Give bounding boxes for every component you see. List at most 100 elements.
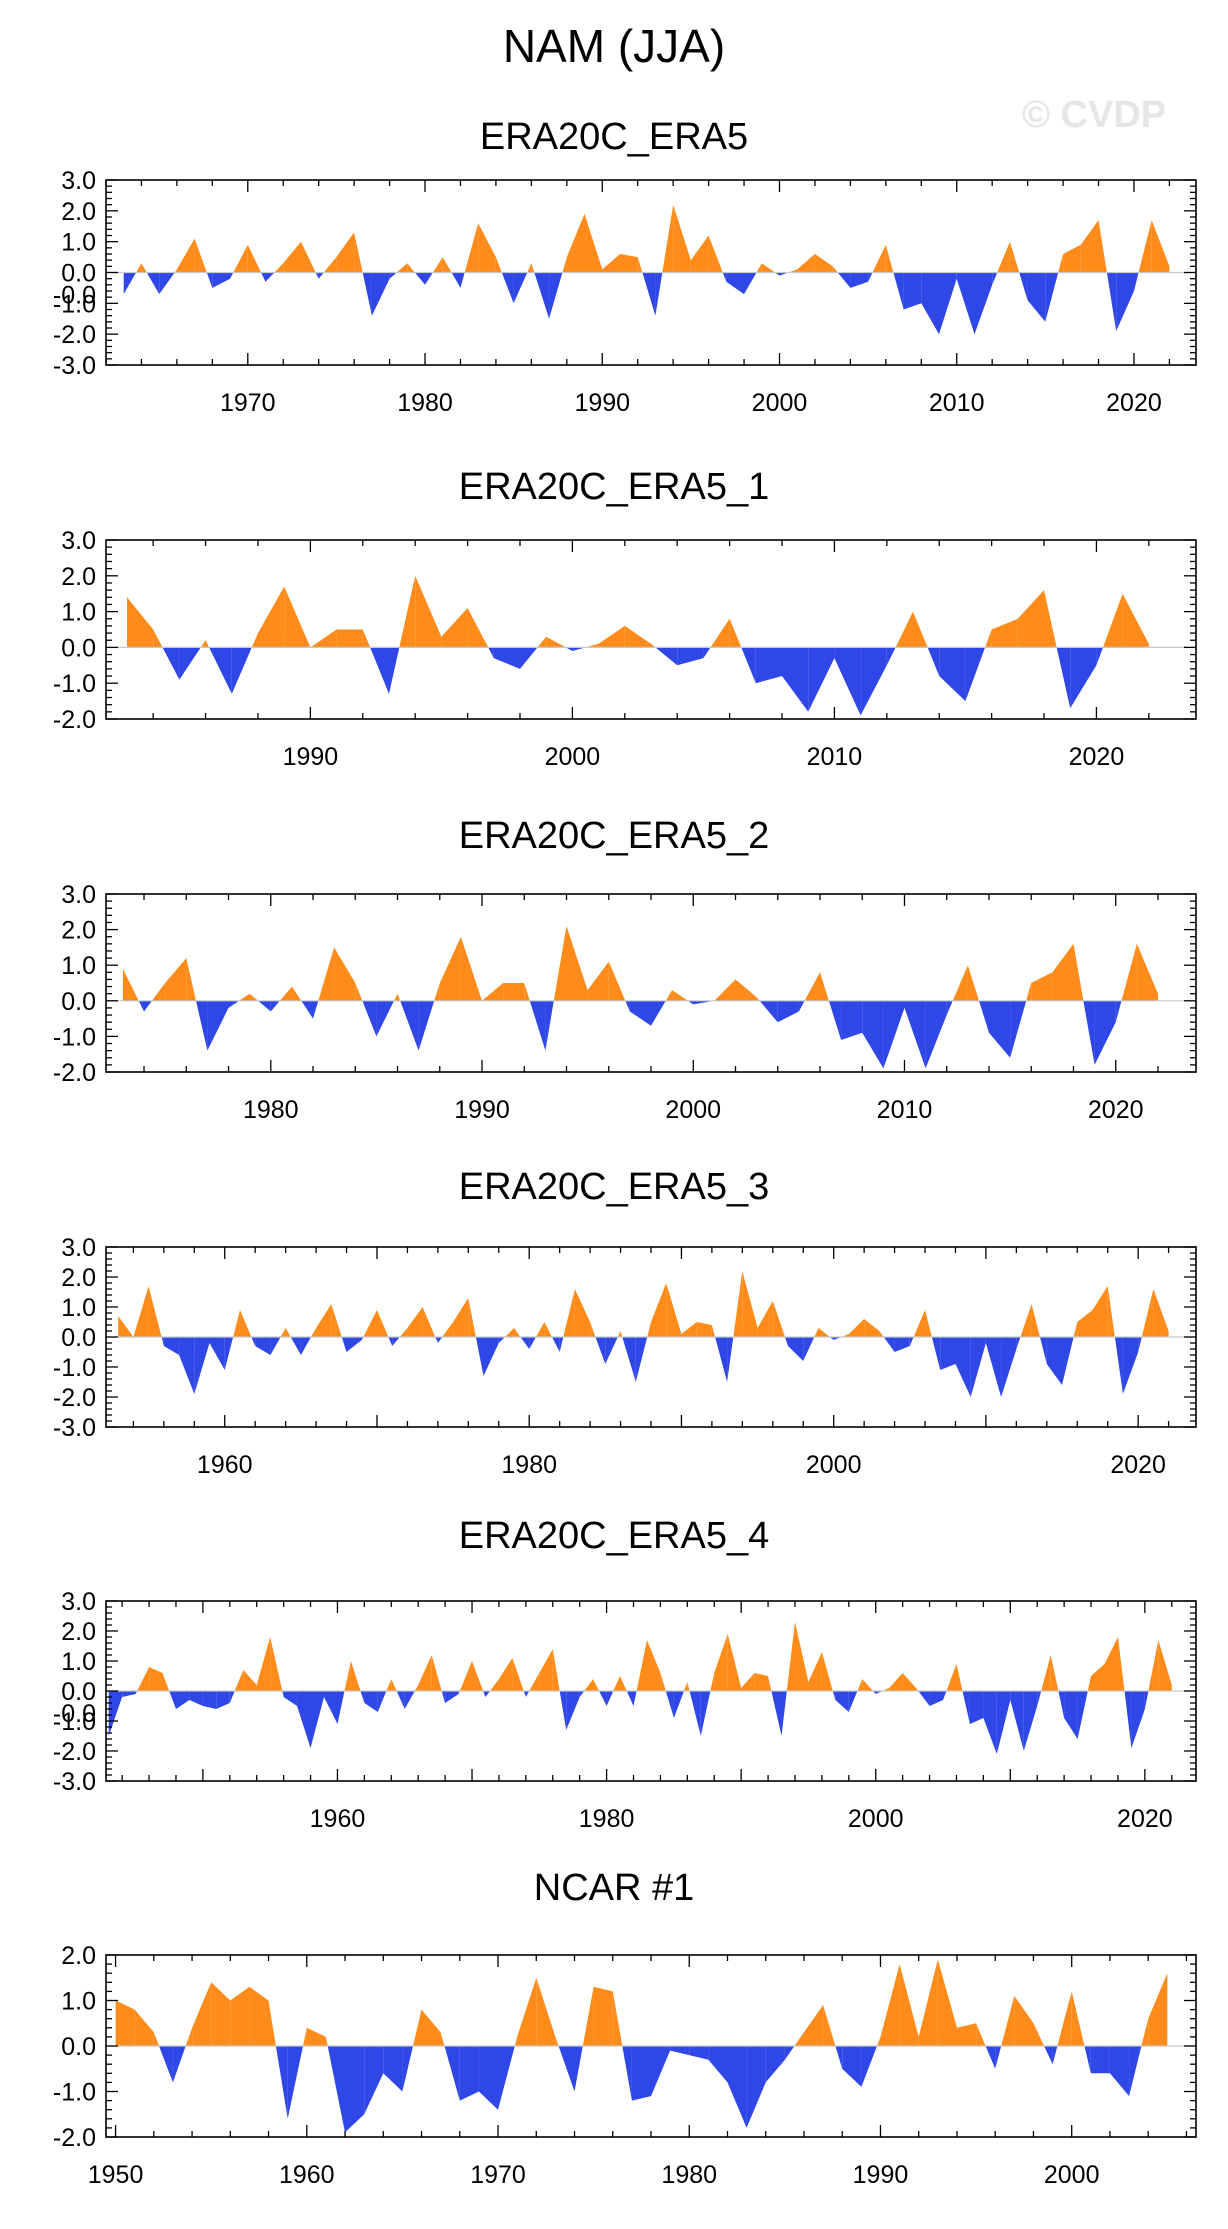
area-segment-1952 <box>159 2046 173 2083</box>
area-segment-1993 <box>389 647 400 694</box>
area-segment-2009 <box>883 1000 905 1069</box>
area-segment-1973 <box>422 1307 436 1337</box>
panel-title-ncar-1: NCAR #1 <box>533 1867 695 1909</box>
area-segment-2003 <box>918 1691 930 1706</box>
area-segment-1975 <box>539 1649 553 1691</box>
area-segment-2001 <box>889 1673 903 1691</box>
area-segment-1970 <box>514 2036 518 2046</box>
area-segment-1956 <box>163 1337 180 1355</box>
area-segment-1989 <box>460 936 482 1001</box>
x-tick-label: 1990 <box>454 1096 510 1124</box>
area-segment-2017 <box>1017 590 1044 648</box>
area-segment-1959 <box>287 2046 303 2119</box>
panel-title-era20c-era5-4: ERA20C_ERA5_4 <box>458 1515 770 1557</box>
area-segment-2009 <box>970 1337 986 1397</box>
area-segment-1967 <box>341 1337 347 1352</box>
area-segment-1985 <box>605 1337 618 1364</box>
y-tick-label: 2.0 <box>61 917 96 945</box>
area-segment-2015 <box>1073 1322 1078 1337</box>
area-segment-2013 <box>1040 1337 1047 1364</box>
x-tick-label: 1980 <box>501 1451 557 1479</box>
area-segment-1980 <box>689 2046 709 2060</box>
area-segment-2000 <box>693 1000 715 1005</box>
area-segment-1978 <box>498 1337 505 1343</box>
chart-panel-0: 3.0 2.0 1.0 0.0-0.0-1.0 -2.0 -3.0 1970 1980 1990… <box>53 167 1197 417</box>
area-segment-2003 <box>837 272 851 288</box>
y-tick-label: 1.0 <box>61 599 96 627</box>
area-segment-1986 <box>534 272 550 319</box>
area-segment-1985 <box>784 2046 795 2060</box>
area-segment-1969 <box>233 244 248 273</box>
area-segment-1985 <box>527 263 532 273</box>
area-segment-1999 <box>862 1679 873 1691</box>
x-tick-label: 2000 <box>1044 2161 1100 2189</box>
area-segment-2002 <box>902 1673 917 1691</box>
area-segment-2016 <box>991 618 1018 648</box>
area-segment-1973 <box>301 241 316 273</box>
area-segment-1991 <box>754 1673 769 1691</box>
area-segment-2014 <box>939 647 966 702</box>
area-segment-1993 <box>733 1271 743 1337</box>
area-segment-2018 <box>1114 1337 1123 1394</box>
area-segment-2000 <box>1071 1991 1085 2046</box>
area-segment-2003 <box>883 1337 895 1352</box>
area-segment-1984 <box>590 1322 596 1337</box>
area-segment-1976 <box>552 1649 560 1691</box>
area-segment-2015 <box>1087 1676 1091 1691</box>
y-tick-label: -2.0 <box>53 2124 96 2152</box>
area-segment-2013 <box>1009 241 1020 273</box>
area-segment-2006 <box>893 272 904 310</box>
area-segment-1988 <box>842 2046 862 2087</box>
area-segment-2004 <box>929 1691 943 1706</box>
y-tick-label: 3.0 <box>61 1588 96 1616</box>
area-segment-2008 <box>782 647 809 712</box>
area-segment-2006 <box>741 647 756 684</box>
area-segment-1970 <box>472 1661 484 1691</box>
area-segment-1985 <box>513 272 528 304</box>
area-segment-1971 <box>399 1328 408 1337</box>
area-segment-1999 <box>565 647 573 651</box>
area-segment-1980 <box>529 1337 536 1349</box>
area-segment-2005 <box>868 272 873 282</box>
area-segment-1986 <box>804 2005 824 2046</box>
area-segment-1978 <box>504 1328 514 1337</box>
x-tick-label: 1990 <box>283 743 339 771</box>
area-segment-1988 <box>439 936 461 1001</box>
area-segment-1964 <box>391 1679 397 1691</box>
area-segment-2010 <box>834 647 861 716</box>
area-segment-1971 <box>485 1691 490 1697</box>
area-segment-1981 <box>442 257 452 273</box>
area-segment-1982 <box>318 947 335 1001</box>
area-segment-1966 <box>418 1655 432 1691</box>
area-segment-1973 <box>122 968 139 1001</box>
area-segment-1998 <box>651 1000 666 1026</box>
y-tick-label: -3.0 <box>53 1414 96 1442</box>
y-tick-label: -1.0 <box>53 2079 96 2107</box>
area-segment-2013 <box>979 1000 989 1033</box>
area-segment-2014 <box>989 1000 1011 1058</box>
area-segment-1986 <box>209 647 232 694</box>
area-segment-1995 <box>690 235 709 273</box>
y-tick-label: 1.0 <box>61 1294 96 1322</box>
area-segment-1971 <box>517 1977 537 2046</box>
y-tick-label: -2.0 <box>53 1059 96 1087</box>
area-segment-1951 <box>216 1691 230 1709</box>
area-segment-2001 <box>797 254 815 273</box>
area-segment-1982 <box>727 2046 747 2128</box>
chart-panel-4: 3.02.01.00.0-0.0-1.0-2.0-3.0 1960 1980 2000… <box>53 1588 1197 1833</box>
area-segment-2002 <box>624 625 651 648</box>
area-segment-1965 <box>311 1328 317 1337</box>
area-segment-1974 <box>529 1673 540 1691</box>
area-segment-1956 <box>230 1986 250 2046</box>
area-segment-1961 <box>360 1691 365 1703</box>
area-segment-1962 <box>345 2046 365 2133</box>
area-segment-1974 <box>144 1000 152 1012</box>
area-segment-1987 <box>418 1000 435 1051</box>
area-segment-1977 <box>371 272 390 316</box>
area-segment-1949 <box>189 1691 203 1706</box>
area-segment-2003 <box>916 1688 919 1691</box>
area-segment-1979 <box>514 1328 521 1337</box>
y-tick-label: -2.0 <box>53 706 96 734</box>
area-segment-1999 <box>761 263 776 273</box>
